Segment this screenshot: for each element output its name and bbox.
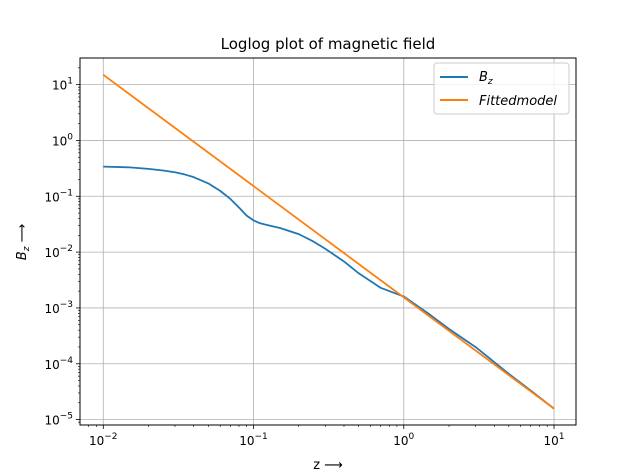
x-tick-label: 100 bbox=[393, 432, 414, 448]
legend-box bbox=[433, 62, 570, 115]
x-tick-label: 101 bbox=[544, 432, 565, 448]
x-tick-label: 10−2 bbox=[89, 432, 118, 448]
chart-title: Loglog plot of magnetic field bbox=[221, 35, 436, 53]
series-line-bz bbox=[103, 165, 555, 410]
y-tick-label: 100 bbox=[52, 132, 73, 148]
y-tick-label: 10−2 bbox=[44, 244, 73, 260]
legend-label-bz: Bz bbox=[479, 70, 493, 87]
y-tick-label: 10−3 bbox=[44, 300, 73, 316]
x-tick-label: 10−1 bbox=[239, 432, 268, 448]
legend-label-fittedmodel: Fittedmodel bbox=[479, 94, 557, 109]
y-tick-label: 10−5 bbox=[44, 412, 73, 428]
legend: Bz Fittedmodel bbox=[433, 62, 570, 115]
plot-frame bbox=[79, 57, 577, 426]
y-axis-label: Bz ⟶ bbox=[15, 224, 32, 260]
y-tick-label: 10−1 bbox=[44, 188, 73, 204]
axis-ticks: 10−2 10−1 100 101 10−5 10−4 10−3 10−2 10−1 100 101 bbox=[44, 67, 565, 448]
y-tick-label: 10−4 bbox=[44, 356, 73, 372]
series-lines bbox=[102, 74, 555, 410]
x-axis-label: z ⟶ bbox=[313, 458, 343, 473]
y-tick-label: 101 bbox=[52, 77, 73, 93]
series-line-fittedmodel bbox=[102, 74, 555, 410]
